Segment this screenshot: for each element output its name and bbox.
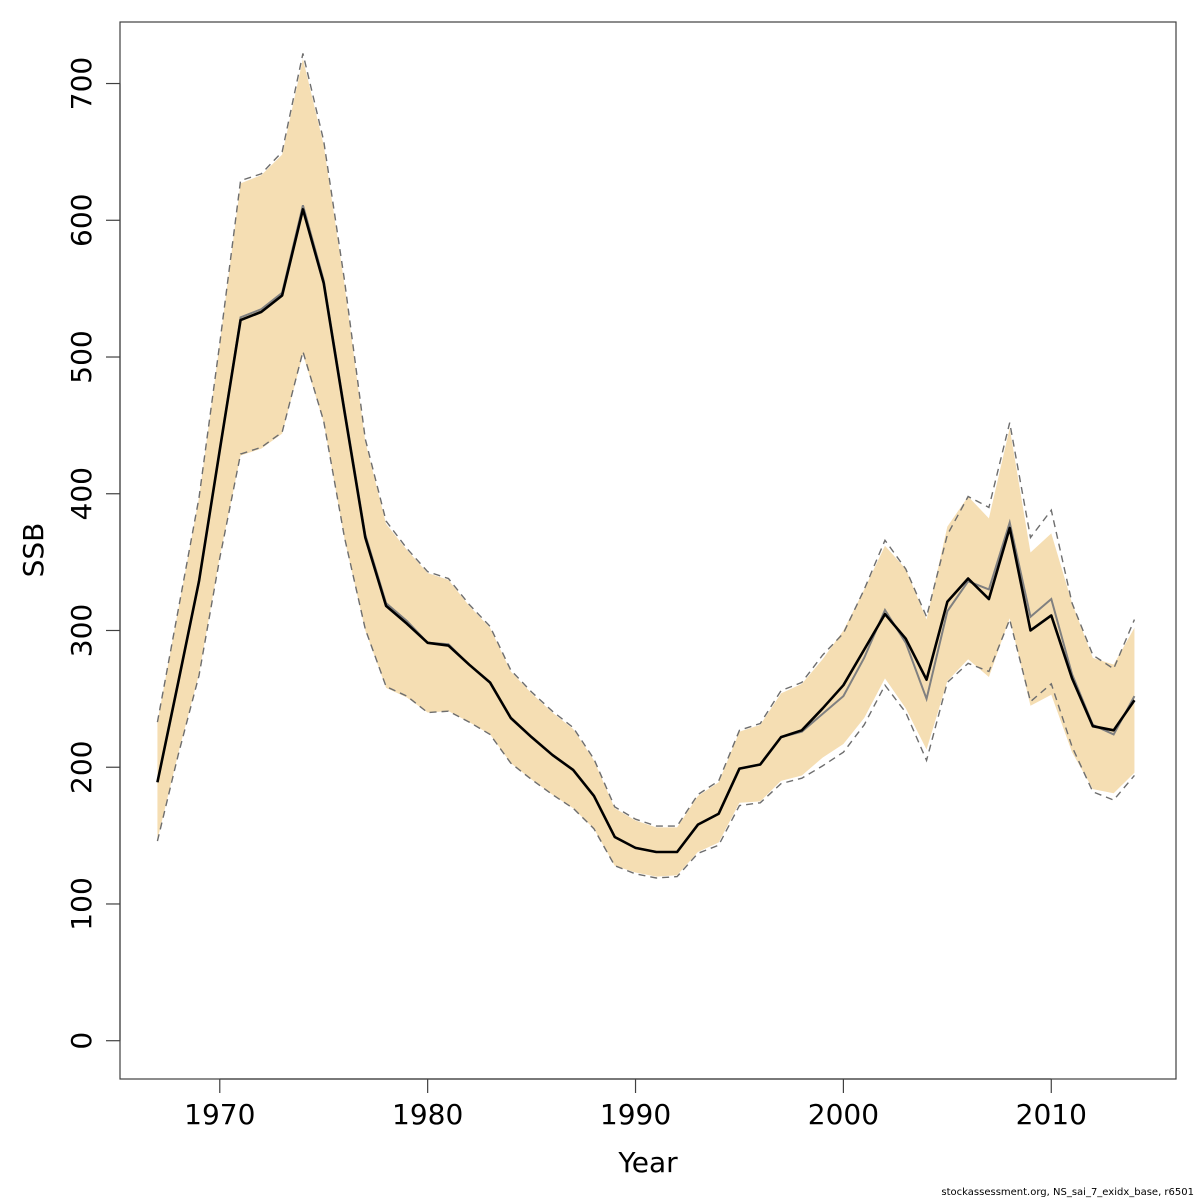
plot-area bbox=[156, 53, 1136, 879]
x-axis-title: Year bbox=[617, 1146, 678, 1179]
x-tick-label: 1990 bbox=[600, 1098, 671, 1131]
x-tick-label: 2000 bbox=[808, 1098, 879, 1131]
y-tick-label: 600 bbox=[65, 194, 98, 247]
upper-bound-previous-line bbox=[156, 53, 1136, 827]
x-tick-label: 1970 bbox=[184, 1098, 255, 1131]
x-tick-label: 1980 bbox=[392, 1098, 463, 1131]
y-axis: 0 100 200 300 400 500 600 700 bbox=[65, 57, 121, 1050]
x-tick-label: 2010 bbox=[1016, 1098, 1087, 1131]
y-axis-title: SSB bbox=[17, 523, 50, 578]
footnote: stockassessment.org, NS_sai_7_exidx_base… bbox=[941, 1187, 1194, 1198]
y-tick-label: 700 bbox=[65, 57, 98, 110]
estimate-line bbox=[156, 208, 1136, 854]
y-tick-label: 200 bbox=[65, 741, 98, 794]
y-tick-label: 100 bbox=[65, 877, 98, 930]
confidence-band bbox=[157, 58, 1135, 877]
y-tick-label: 300 bbox=[65, 604, 98, 657]
y-tick-label: 0 bbox=[65, 1032, 98, 1050]
y-tick-label: 500 bbox=[65, 330, 98, 383]
x-axis: 1970 1980 1990 2000 2010 bbox=[184, 1078, 1087, 1131]
y-tick-label: 400 bbox=[65, 467, 98, 520]
